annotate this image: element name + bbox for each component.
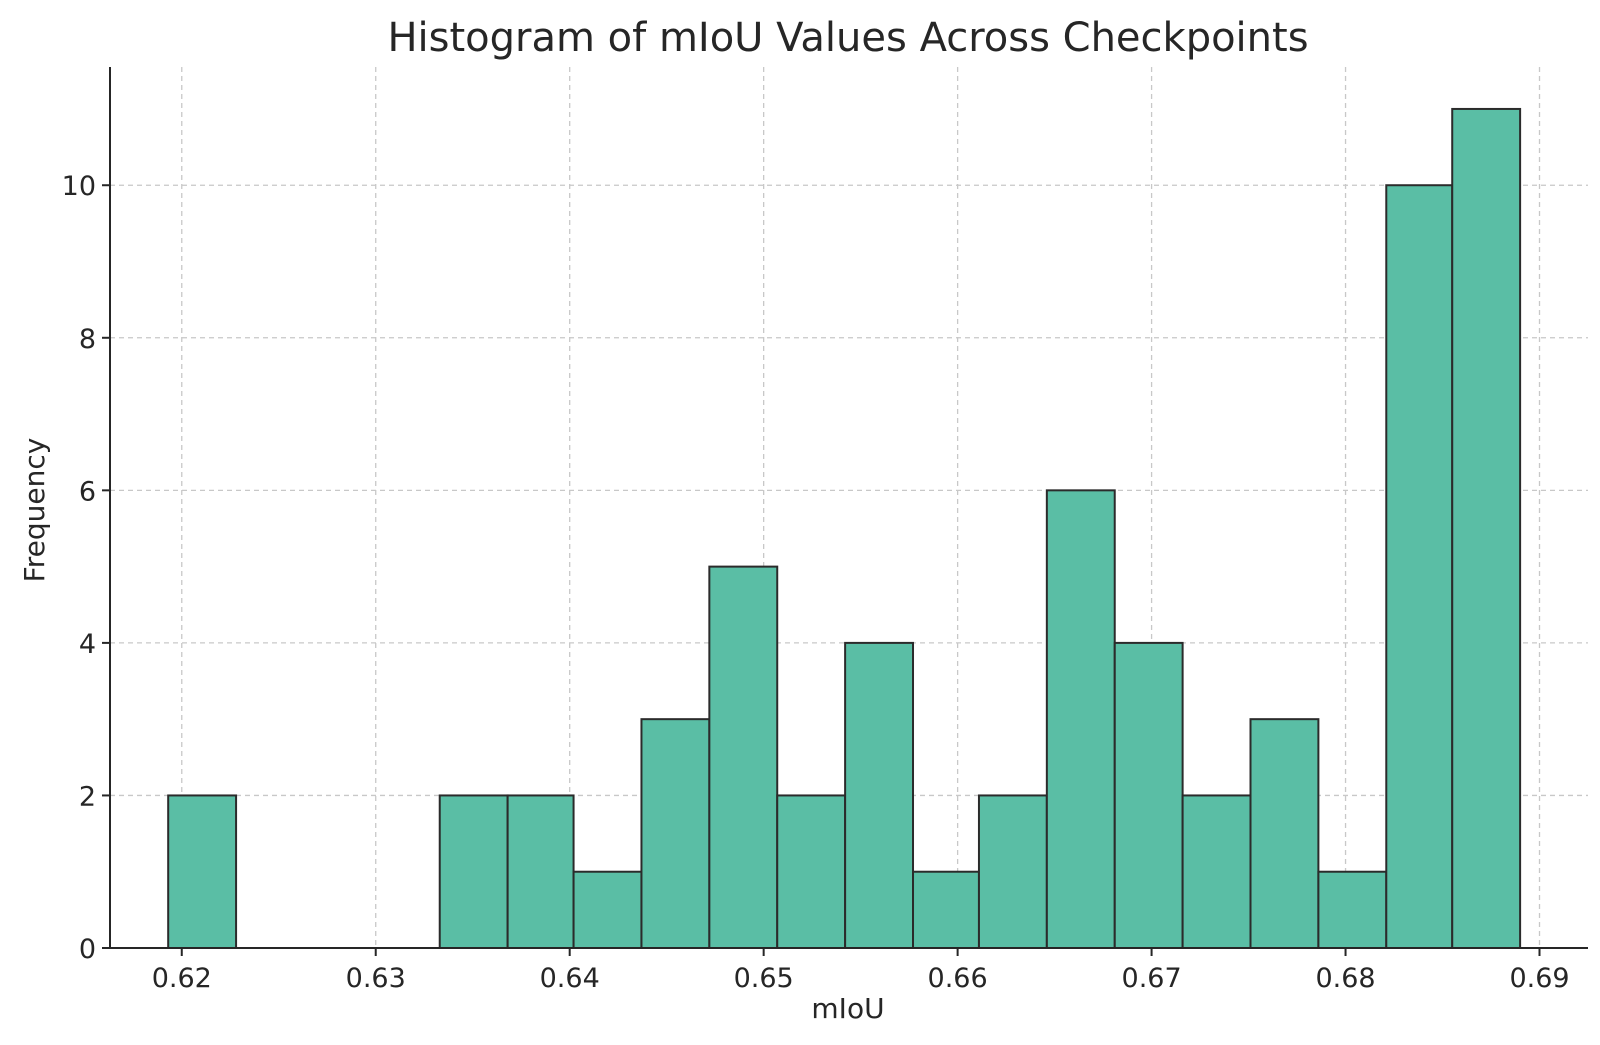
histogram-bar [776, 794, 847, 949]
y-tick-label: 0 [79, 934, 96, 965]
y-tick-label: 10 [62, 171, 96, 202]
x-axis-label: mIoU [811, 992, 884, 1025]
ticks-layer: 0.62 0.63 0.64 0.65 0.66 0.67 0.68 0.69 0 2 4 6 8 10 [62, 171, 1570, 994]
y-tick-label: 2 [79, 781, 96, 812]
histogram-bar [1317, 870, 1388, 950]
histogram-bar [640, 718, 711, 949]
y-tick-label: 4 [79, 629, 96, 660]
x-tick-label: 0.63 [346, 963, 406, 994]
x-tick-label: 0.65 [734, 963, 794, 994]
x-tick-label: 0.69 [1509, 963, 1569, 994]
chart-title: Histogram of mIoU Values Across Checkpoi… [387, 15, 1308, 61]
axes-layer [109, 67, 1588, 949]
histogram-bar [1181, 794, 1252, 949]
histogram-bar [1451, 107, 1522, 949]
histogram-bar [1045, 489, 1116, 949]
histogram-bar [1385, 184, 1454, 949]
x-tick-label: 0.68 [1315, 963, 1375, 994]
histogram-bar [572, 870, 643, 950]
histogram-bar [977, 794, 1048, 949]
x-tick-label: 0.66 [928, 963, 988, 994]
histogram-bar [506, 794, 575, 949]
histogram-bar [1249, 718, 1320, 949]
x-tick-label: 0.64 [540, 963, 600, 994]
x-tick-label: 0.62 [152, 963, 212, 994]
histogram-bar [844, 641, 915, 949]
y-tick-label: 8 [79, 324, 96, 355]
y-tick-label: 6 [79, 476, 96, 507]
x-tick-label: 0.67 [1122, 963, 1182, 994]
histogram-bar [1113, 641, 1184, 949]
y-axis-label: Frequency [18, 438, 51, 583]
bars-layer [167, 107, 1522, 950]
histogram-bar [438, 794, 509, 949]
histogram-bar [708, 565, 779, 950]
histogram-bar [167, 794, 238, 949]
histogram-bar [912, 870, 980, 950]
